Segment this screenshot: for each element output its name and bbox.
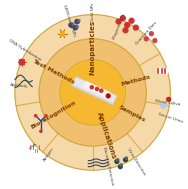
Polygon shape: [84, 82, 110, 98]
Text: Serum Urine: Serum Urine: [158, 112, 184, 124]
Circle shape: [61, 32, 64, 35]
Text: Biorecognition: Biorecognition: [30, 100, 77, 130]
Text: Blood Saliva: Blood Saliva: [155, 99, 181, 107]
Circle shape: [118, 165, 122, 169]
Text: Test Methods: Test Methods: [31, 58, 75, 84]
Text: Nanoparticles: Nanoparticles: [90, 20, 96, 75]
Circle shape: [72, 23, 74, 25]
Text: Samples: Samples: [118, 104, 147, 123]
Circle shape: [19, 59, 25, 65]
Circle shape: [69, 23, 73, 27]
Circle shape: [115, 160, 119, 163]
Text: DNA: DNA: [28, 142, 38, 151]
Text: Antibody: Antibody: [10, 83, 29, 89]
Circle shape: [75, 19, 79, 24]
Circle shape: [78, 20, 80, 22]
Circle shape: [167, 98, 171, 101]
Polygon shape: [73, 78, 115, 102]
Text: Bacterial Detection: Bacterial Detection: [102, 146, 114, 186]
Circle shape: [133, 25, 138, 30]
Circle shape: [149, 32, 153, 36]
Polygon shape: [157, 68, 167, 73]
Circle shape: [116, 19, 121, 24]
Circle shape: [73, 26, 77, 30]
Text: Methods: Methods: [121, 74, 151, 87]
Circle shape: [125, 157, 127, 159]
Circle shape: [124, 158, 127, 162]
Polygon shape: [72, 77, 117, 105]
Circle shape: [121, 16, 125, 21]
Circle shape: [90, 86, 93, 89]
Text: Applications: Applications: [96, 111, 117, 160]
Text: Antigen: Antigen: [43, 147, 55, 162]
Text: DNA Hybridization: DNA Hybridization: [8, 39, 42, 62]
Circle shape: [153, 39, 157, 43]
Circle shape: [125, 23, 130, 27]
Circle shape: [100, 89, 103, 92]
Circle shape: [60, 60, 125, 125]
Circle shape: [106, 94, 110, 98]
Circle shape: [40, 130, 42, 132]
Circle shape: [123, 28, 128, 33]
Circle shape: [15, 15, 170, 170]
Circle shape: [117, 159, 119, 161]
Circle shape: [161, 103, 166, 108]
Text: Magnetic NPs: Magnetic NPs: [112, 13, 126, 40]
Text: Virus Detection: Virus Detection: [126, 148, 146, 176]
Circle shape: [129, 18, 134, 23]
Circle shape: [76, 26, 78, 28]
Circle shape: [35, 115, 37, 117]
Text: SERS-based NPs: SERS-based NPs: [62, 4, 76, 37]
Circle shape: [96, 87, 99, 91]
Circle shape: [144, 37, 148, 41]
Circle shape: [39, 39, 146, 146]
Text: Gold NPs: Gold NPs: [91, 3, 95, 21]
Circle shape: [45, 115, 47, 117]
Text: Quantum Dots: Quantum Dots: [135, 20, 158, 45]
Circle shape: [120, 164, 122, 166]
